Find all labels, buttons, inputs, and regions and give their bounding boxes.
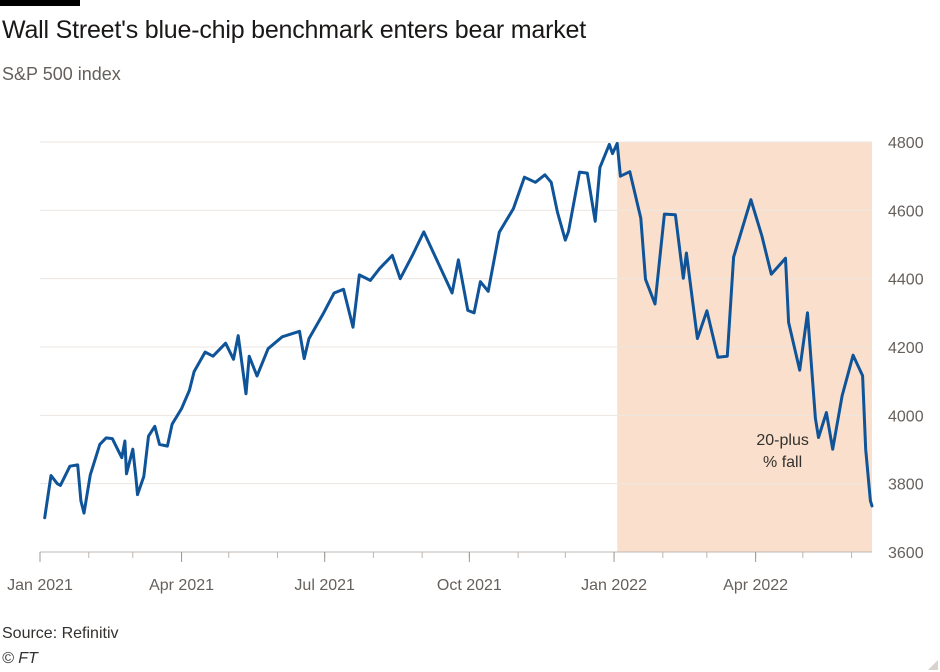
y-tick-label: 3600 [888,545,924,562]
x-tick-label: Jan 2022 [581,577,647,594]
y-tick-label: 4200 [888,340,924,357]
x-tick-label: Oct 2021 [437,577,502,594]
chart-subtitle: S&P 500 index [2,64,121,84]
x-tick-label: Apr 2022 [723,577,788,594]
y-tick-label: 3800 [888,477,924,494]
shade-annotation: 20-plus [756,432,808,449]
x-tick-label: Jan 2021 [7,577,73,594]
y-tick-label: 4000 [888,408,924,425]
chart-title: Wall Street's blue-chip benchmark enters… [2,16,586,44]
sp500-line [43,141,874,520]
shade-annotation: % fall [763,454,802,471]
y-tick-label: 4800 [888,135,924,152]
source-note: Source: Refinitiv [2,625,119,642]
y-tick-label: 4600 [888,203,924,220]
credit-note: © FT [2,650,38,667]
x-tick-label: Apr 2021 [149,577,214,594]
x-tick-label: Jul 2021 [294,577,355,594]
line-chart: 3600 3800 4000 4200 4400 4600 4800 Jan 2021 Apr … [7,135,924,594]
brand-bar [0,0,80,6]
resize-corner [928,660,938,670]
y-tick-label: 4400 [888,272,924,289]
